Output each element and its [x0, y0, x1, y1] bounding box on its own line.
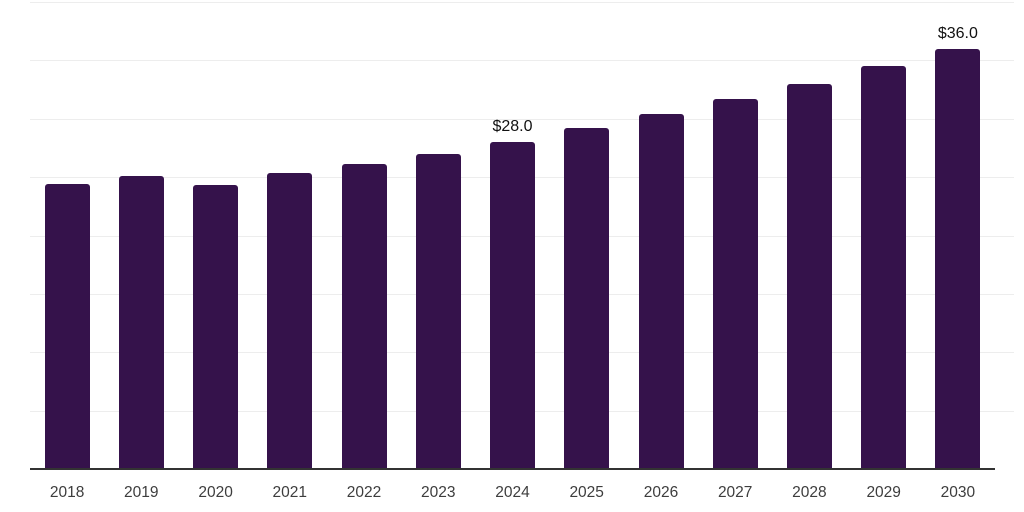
bar-value-label-2030: $36.0	[937, 24, 978, 42]
x-tick-label-2024: 2024	[495, 484, 530, 501]
gridline	[30, 2, 1014, 3]
gridline	[30, 60, 1014, 61]
gridline	[30, 119, 1014, 120]
bar-2025[interactable]	[564, 128, 610, 470]
bar-2021[interactable]	[267, 172, 313, 470]
x-tick-label-2021: 2021	[272, 484, 308, 501]
x-tick-label-2030: 2030	[940, 484, 976, 501]
x-tick-label-2023: 2023	[421, 484, 456, 501]
bar-value-label-2024: $28.0	[492, 118, 533, 136]
bar-2027[interactable]	[712, 98, 758, 470]
x-tick-label-2028: 2028	[792, 484, 827, 501]
x-tick-label-2027: 2027	[717, 484, 753, 501]
x-tick-label-2026: 2026	[643, 484, 679, 501]
bar-2030[interactable]	[935, 48, 981, 470]
x-tick-label-2018: 2018	[49, 484, 85, 501]
bar-2026[interactable]	[638, 114, 684, 470]
x-axis-line	[30, 468, 995, 470]
bar-2022[interactable]	[341, 164, 387, 470]
x-tick-label-2022: 2022	[346, 484, 382, 501]
bar-2020[interactable]	[193, 185, 239, 470]
bar-2029[interactable]	[861, 66, 907, 470]
x-tick-label-2020: 2020	[198, 484, 233, 501]
x-tick-label-2025: 2025	[569, 484, 604, 501]
bar-2019[interactable]	[118, 176, 164, 470]
bar-2018[interactable]	[44, 184, 90, 470]
bar-2024[interactable]	[490, 142, 535, 470]
bar-2023[interactable]	[415, 153, 461, 470]
x-tick-label-2029: 2029	[866, 484, 901, 501]
bar-2028[interactable]	[786, 83, 832, 470]
x-tick-label-2019: 2019	[124, 484, 159, 501]
